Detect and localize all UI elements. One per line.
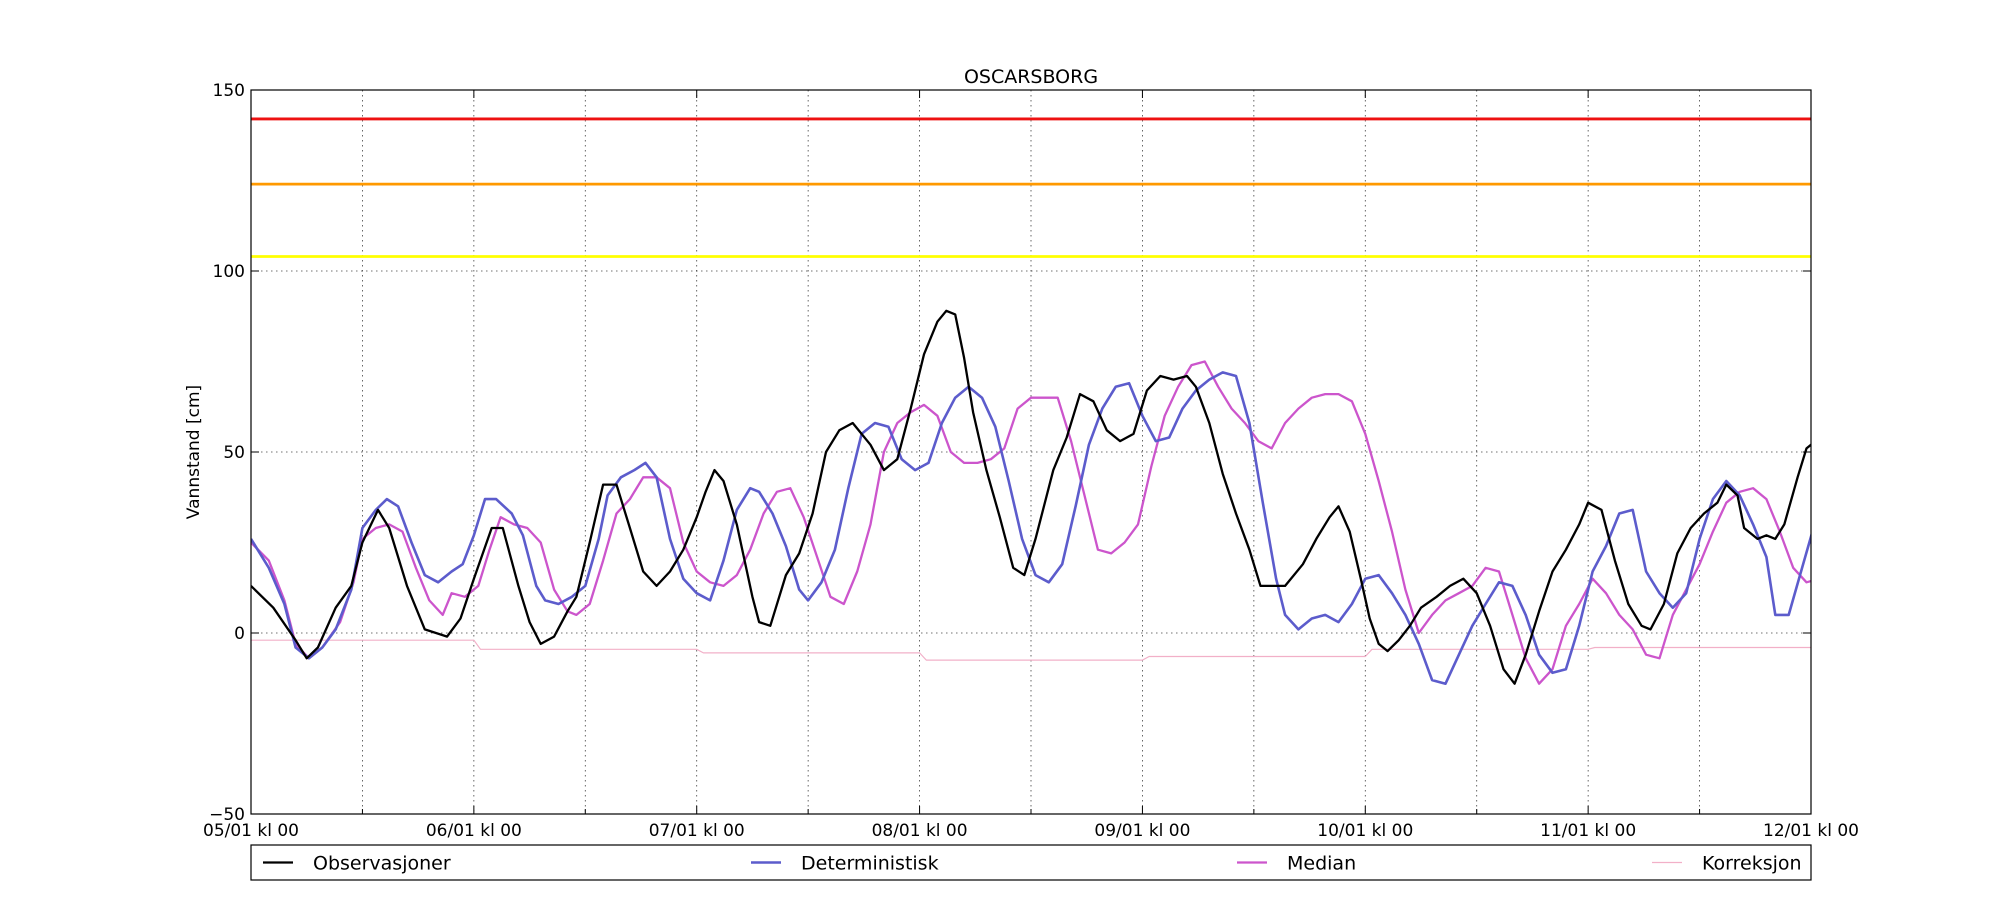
y-axis-label: Vannstand [cm] xyxy=(184,385,204,519)
legend-label: Observasjoner xyxy=(313,853,451,875)
x-tick-label: 10/01 kl 00 xyxy=(1317,821,1413,841)
y-tick-label: 50 xyxy=(223,443,245,463)
series-lines xyxy=(251,309,1811,685)
y-tick-label: 0 xyxy=(234,624,245,644)
y-tick-label: 150 xyxy=(213,81,245,101)
series-line-observasjoner xyxy=(251,309,1811,685)
legend: Observasjoner Deterministisk Median Korreks… xyxy=(250,844,1812,881)
series-line-deterministisk xyxy=(251,371,1811,685)
y-tick-label: 100 xyxy=(213,262,245,282)
legend-label: Korreksjon xyxy=(1702,853,1802,875)
x-tick-label: 06/01 kl 00 xyxy=(426,821,522,841)
legend-box xyxy=(250,844,1812,881)
series-line-median xyxy=(251,360,1811,685)
grid xyxy=(251,90,1811,814)
legend-label: Deterministisk xyxy=(801,853,939,875)
chart-title: OSCARSBORG xyxy=(964,66,1098,88)
axis-ticks: 05/01 kl 00 06/01 kl 00 07/01 kl 00 08/01 k… xyxy=(203,81,1859,841)
x-tick-label: 05/01 kl 00 xyxy=(203,821,299,841)
legend-label: Median xyxy=(1287,853,1356,875)
x-tick-label: 07/01 kl 00 xyxy=(649,821,745,841)
threshold-lines xyxy=(251,117,1811,258)
x-tick-label: 11/01 kl 00 xyxy=(1540,821,1636,841)
x-tick-label: 12/01 kl 00 xyxy=(1763,821,1859,841)
x-tick-label: 08/01 kl 00 xyxy=(872,821,968,841)
x-tick-label: 09/01 kl 00 xyxy=(1094,821,1190,841)
series-line-korreksjon xyxy=(251,639,1811,661)
y-tick-label: −50 xyxy=(209,805,245,825)
